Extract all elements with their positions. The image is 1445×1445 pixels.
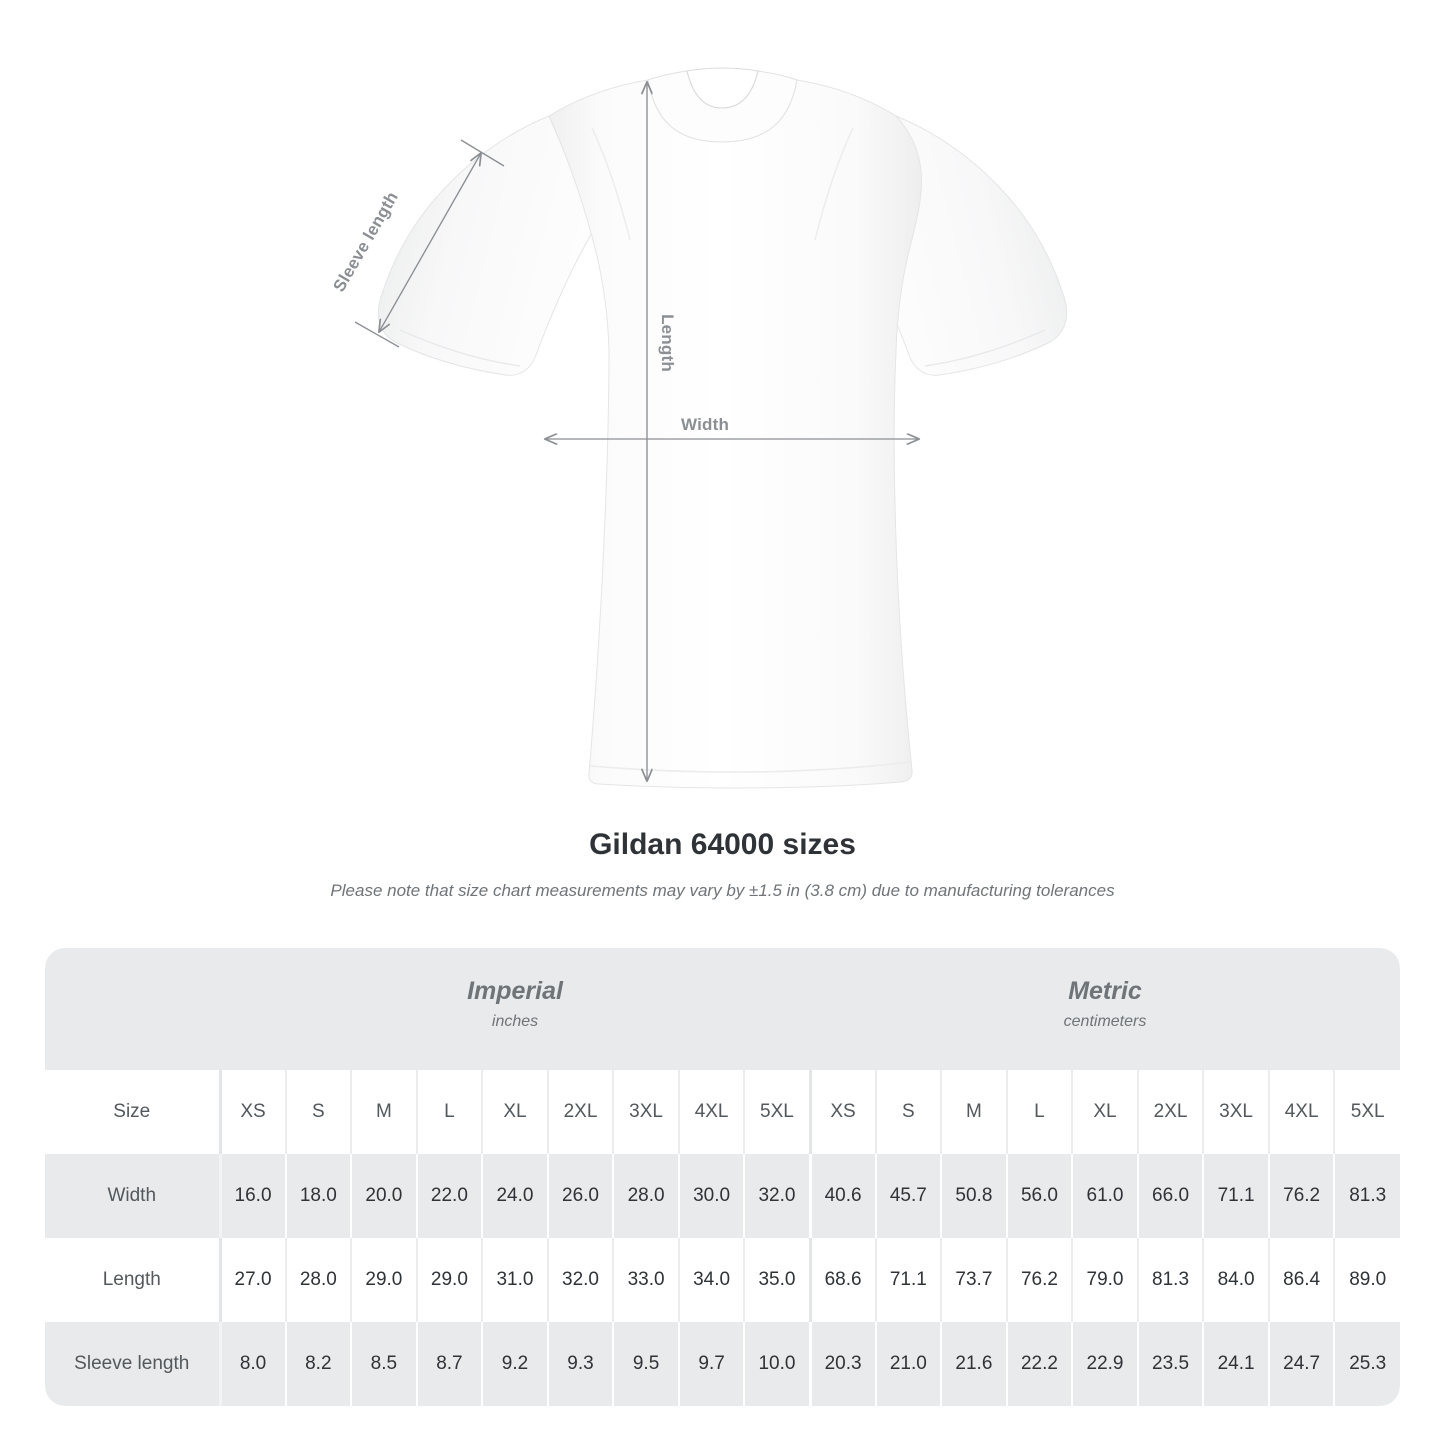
cell-value: 29.0 — [415, 1238, 483, 1322]
cell-value: 26.0 — [546, 1154, 614, 1238]
cell-value: 86.4 — [1267, 1238, 1335, 1322]
cell-value: 22.0 — [415, 1154, 483, 1238]
cell-value: 18.0 — [284, 1154, 352, 1238]
cell-value: 40.6 — [808, 1154, 876, 1238]
cell-value: 71.1 — [1202, 1154, 1269, 1238]
cell-value: 81.3 — [1136, 1238, 1204, 1322]
cell-value: 76.2 — [1005, 1238, 1073, 1322]
cell-value: 20.0 — [350, 1154, 417, 1238]
cell-value: 32.0 — [743, 1154, 811, 1238]
cell-value: 50.8 — [940, 1154, 1007, 1238]
cell-value: 24.7 — [1267, 1322, 1335, 1406]
row-label-width: Width — [45, 1154, 220, 1238]
size-header-imperial-2XL: 2XL — [546, 1070, 614, 1154]
cell-value: 21.0 — [874, 1322, 942, 1406]
cell-value: 29.0 — [350, 1238, 417, 1322]
cell-value: 22.2 — [1005, 1322, 1073, 1406]
cell-value: 23.5 — [1136, 1322, 1204, 1406]
size-header-metric-M: M — [940, 1070, 1007, 1154]
cell-value: 61.0 — [1071, 1154, 1138, 1238]
size-header-metric-2XL: 2XL — [1136, 1070, 1204, 1154]
cell-value: 33.0 — [612, 1238, 679, 1322]
cell-value: 89.0 — [1333, 1238, 1400, 1322]
size-header-metric-3XL: 3XL — [1202, 1070, 1269, 1154]
tshirt-illustration — [354, 67, 1068, 789]
cell-value: 24.0 — [481, 1154, 548, 1238]
cell-value: 20.3 — [808, 1322, 876, 1406]
table-row: Sleeve length 8.0 8.2 8.5 8.7 9.2 9.3 9.5 9.7 10.… — [45, 1322, 1400, 1406]
cell-value: 10.0 — [743, 1322, 811, 1406]
size-header-imperial-4XL: 4XL — [677, 1070, 745, 1154]
cell-value: 9.7 — [677, 1322, 745, 1406]
cell-value: 79.0 — [1071, 1238, 1138, 1322]
title-block: Gildan 64000 sizes Please note that size… — [0, 828, 1445, 900]
unit-section-unit: inches — [491, 1013, 539, 1031]
cell-value: 8.5 — [350, 1322, 417, 1406]
unit-section-imperial: Imperial inches — [220, 948, 811, 1070]
unit-header-spacer — [45, 948, 220, 1070]
length-label: Length — [657, 314, 677, 372]
unit-section-metric: Metric centimeters — [810, 948, 1400, 1070]
size-header-imperial-XS: XS — [218, 1070, 286, 1154]
size-chart-table-wrapper: Imperial inches Metric centimeters Size XS S M L… — [45, 948, 1400, 1406]
cell-value: 9.5 — [612, 1322, 679, 1406]
unit-section-name: Metric — [1068, 977, 1142, 1006]
cell-value: 22.9 — [1071, 1322, 1138, 1406]
cell-value: 84.0 — [1202, 1238, 1269, 1322]
row-label-length: Length — [45, 1238, 220, 1322]
cell-value: 71.1 — [874, 1238, 942, 1322]
size-header-metric-S: S — [874, 1070, 942, 1154]
tshirt-diagram: Sleeve length Length Width — [329, 67, 1068, 789]
cell-value: 81.3 — [1333, 1154, 1400, 1238]
cell-value: 56.0 — [1005, 1154, 1073, 1238]
width-label: Width — [681, 415, 730, 434]
size-header-row: Size XS S M L XL 2XL 3XL 4XL 5XL XS S M L XL 2XL 3XL 4XL 5… — [45, 1070, 1400, 1154]
cell-value: 32.0 — [546, 1238, 614, 1322]
size-header-metric-4XL: 4XL — [1267, 1070, 1335, 1154]
size-header-imperial-3XL: 3XL — [612, 1070, 679, 1154]
cell-value: 68.6 — [808, 1238, 876, 1322]
size-header-metric-XL: XL — [1071, 1070, 1138, 1154]
unit-section-name: Imperial — [467, 977, 563, 1006]
cell-value: 31.0 — [481, 1238, 548, 1322]
tolerance-note: Please note that size chart measurements… — [330, 881, 1115, 900]
cell-value: 8.7 — [415, 1322, 483, 1406]
cell-value: 28.0 — [612, 1154, 679, 1238]
cell-value: 34.0 — [677, 1238, 745, 1322]
cell-value: 35.0 — [743, 1238, 811, 1322]
cell-value: 45.7 — [874, 1154, 942, 1238]
size-header-imperial-XL: XL — [481, 1070, 548, 1154]
cell-value: 9.2 — [481, 1322, 548, 1406]
cell-value: 76.2 — [1267, 1154, 1335, 1238]
cell-value: 25.3 — [1333, 1322, 1400, 1406]
unit-section-unit: centimeters — [1063, 1013, 1147, 1031]
size-chart-table: Imperial inches Metric centimeters Size XS S M L… — [45, 948, 1400, 1406]
cell-value: 21.6 — [940, 1322, 1007, 1406]
sleeve-length-dimension-arrow — [354, 139, 505, 348]
size-header-imperial-L: L — [415, 1070, 483, 1154]
unit-header-row: Imperial inches Metric centimeters — [45, 948, 1400, 1070]
cell-value: 16.0 — [218, 1154, 286, 1238]
size-header-imperial-S: S — [284, 1070, 352, 1154]
size-header-metric-L: L — [1005, 1070, 1073, 1154]
size-header-imperial-M: M — [350, 1070, 417, 1154]
table-row: Width 16.0 18.0 20.0 22.0 24.0 26.0 28.0 30.0 32.… — [45, 1154, 1400, 1238]
cell-value: 8.2 — [284, 1322, 352, 1406]
cell-value: 24.1 — [1202, 1322, 1269, 1406]
size-header-metric-XS: XS — [808, 1070, 876, 1154]
cell-value: 30.0 — [677, 1154, 745, 1238]
cell-value: 66.0 — [1136, 1154, 1204, 1238]
size-row-label: Size — [45, 1070, 220, 1154]
cell-value: 8.0 — [218, 1322, 286, 1406]
row-label-sleeve-length: Sleeve length — [45, 1322, 220, 1406]
cell-value: 28.0 — [284, 1238, 352, 1322]
cell-value: 9.3 — [546, 1322, 614, 1406]
table-row: Length 27.0 28.0 29.0 29.0 31.0 32.0 33.0 34.0 35… — [45, 1238, 1400, 1322]
cell-value: 27.0 — [218, 1238, 286, 1322]
size-header-metric-5XL: 5XL — [1333, 1070, 1400, 1154]
cell-value: 73.7 — [940, 1238, 1007, 1322]
size-header-imperial-5XL: 5XL — [743, 1070, 811, 1154]
page-title: Gildan 64000 sizes — [589, 828, 856, 861]
